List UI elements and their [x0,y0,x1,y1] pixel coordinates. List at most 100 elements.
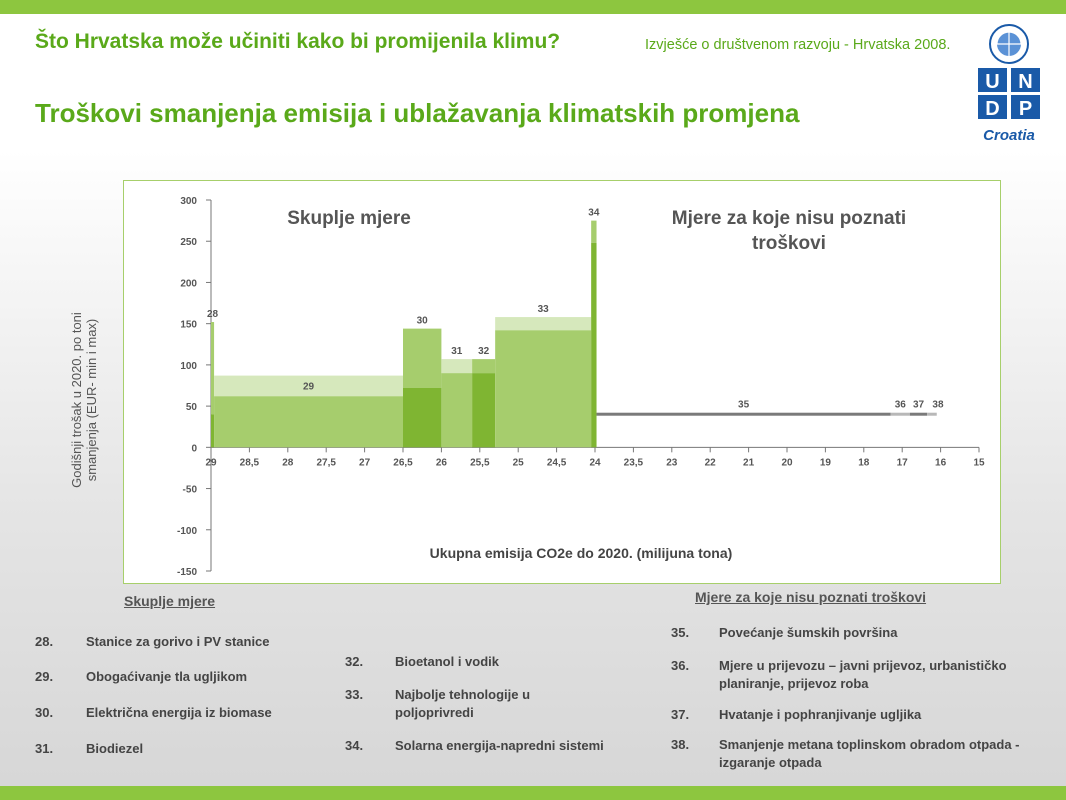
y-tick-label: 200 [180,278,197,289]
y-tick-label: 150 [180,320,197,331]
legend-item-29: 29. Obogaćivanje tla ugljikom [35,668,335,686]
bar-36 [890,412,910,416]
legend-text: Smanjenje metana toplinskom obradom otpa… [719,737,1020,770]
legend-num: 30. [35,705,54,720]
bar-label-38: 38 [932,400,944,411]
legend-text: Bioetanol i vodik [395,654,500,669]
legend-num: 38. [671,737,690,752]
bar-label-34: 34 [588,208,600,219]
x-tick-label: 27 [359,457,371,468]
y-tick-label: -50 [183,485,198,496]
y-tick-label: 0 [191,443,197,454]
bar-37 [909,412,928,416]
bar-label-30: 30 [417,316,429,327]
logo-letter-d: D [985,98,999,120]
x-tick-label: 28,5 [240,457,260,468]
x-tick-label: 18 [858,457,870,468]
x-tick-label: 15 [973,457,985,468]
legend-num: 37. [671,707,690,722]
y-tick-label: 300 [180,196,197,207]
chart-bars [211,220,937,448]
bar-31-range [441,359,473,374]
bar-33-base [495,330,592,448]
y-tick-label: -150 [177,567,197,578]
x-tick-label: 17 [897,457,909,468]
logo-country: Croatia [983,127,1035,144]
x-tick-label: 16 [935,457,947,468]
logo-letter-p: P [1019,98,1032,120]
top-accent-bar [0,0,1066,14]
legend-item-35: 35. Povećanje šumskih površina [671,624,1041,642]
x-tick-label: 23,5 [624,457,644,468]
annotation-expensive: Skuplje mjere [287,208,411,229]
bar-label-31: 31 [451,346,463,357]
x-tick-label: 25 [513,457,525,468]
logo-letter-u: U [985,71,999,93]
bar-label-29: 29 [303,382,315,393]
x-tick-label: 19 [820,457,832,468]
x-tick-label: 29 [205,457,217,468]
legend-item-38: 38. Smanjenje metana toplinskom obradom … [671,736,1041,772]
x-tick-label: 27,5 [316,457,336,468]
report-name: Izvješće o društvenom razvoju - Hrvatska… [645,37,951,53]
legend-item-31: 31. Biodiezel [35,740,335,758]
legend-item-30: 30. Električna energija iz biomase [35,704,335,722]
legend-item-33: 33. Najbolje tehnologije u poljoprivredi [345,686,635,722]
legend-num: 28. [35,634,54,649]
bar-28-base [211,414,215,448]
legend-text: Mjere u prijevozu – javni prijevoz, urba… [719,658,1007,691]
legend-left-heading: Skuplje mjere [124,593,216,609]
bar-38 [927,412,937,416]
legend-text: Obogaćivanje tla ugljikom [86,669,248,684]
legend-text: Električna energija iz biomase [86,705,272,720]
annotation-unknown-wrapper: Mjere za koje nisu poznati troškovi [671,208,907,254]
x-tick-label: 24,5 [547,457,567,468]
bar-label-36: 36 [895,400,907,411]
bar-29-range [214,375,403,397]
legend-num: 29. [35,669,54,684]
x-tick-label: 23 [666,457,678,468]
bar-label-37: 37 [913,400,925,411]
bar-31-base [441,373,473,448]
undp-logo-graphic: U N D P Croatia [978,24,1040,144]
bar-28-range [211,322,215,415]
bottom-accent-bar [0,786,1066,800]
legend-num: 35. [671,625,690,640]
y-tick-label: 50 [186,402,198,413]
legend-num: 31. [35,741,54,756]
undp-logo: U N D P Croatia [978,18,1040,146]
bar-34-range [591,220,597,243]
legend-text: Hvatanje i pophranjivanje ugljika [719,707,922,722]
bar-30-range [403,328,442,388]
chart-title: Troškovi smanjenja emisija i ublažavanja… [35,98,800,128]
legend-right-heading: Mjere za koje nisu poznati troškovi [695,589,927,605]
y-axis-label: Godišnji trošak u 2020. po toni smanjenj… [69,312,99,488]
legend-item-32: 32. Bioetanol i vodik [345,653,635,671]
legend-num: 32. [345,654,364,669]
x-tick-label: 20 [781,457,793,468]
bar-34-base [591,242,597,448]
slide-title: Što Hrvatska može učiniti kako bi promij… [35,30,561,53]
bar-29-base [214,396,403,448]
bar-label-35: 35 [738,400,750,411]
bar-label-32: 32 [478,346,490,357]
x-tick-label: 28 [282,457,294,468]
legend-item-37: 37. Hvatanje i pophranjivanje ugljika [671,706,1041,724]
chart-bar-labels: 28 29 30 31 32 33 34 35 36 37 38 [207,208,944,411]
x-tick-label: 25,5 [470,457,490,468]
legend-item-28: 28. Stanice za gorivo i PV stanice [35,633,335,651]
bar-label-28: 28 [207,309,219,320]
annotation-unknown: Mjere za koje nisu poznati troškovi [671,208,907,254]
x-tick-label: 26 [436,457,448,468]
bar-32-base [472,373,496,448]
legend-text: Stanice za gorivo i PV stanice [86,634,270,649]
bar-35 [596,412,891,416]
x-tick-label: 26,5 [393,457,413,468]
legend-text: Biodiezel [86,741,144,756]
legend-num: 34. [345,738,364,753]
y-tick-label: 250 [180,237,197,248]
legend-text: Povećanje šumskih površina [719,625,898,640]
y-tick-label: -100 [177,526,197,537]
bar-label-33: 33 [538,304,550,315]
legend-num: 36. [671,658,690,673]
